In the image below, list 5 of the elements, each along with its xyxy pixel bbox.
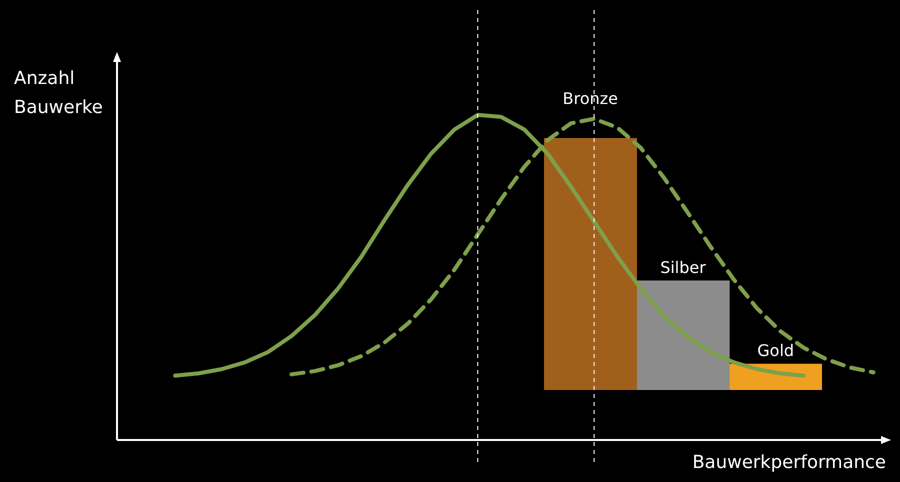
y-axis-title: Anzahl Bauwerke <box>14 67 103 120</box>
series-label: Gold <box>757 341 794 360</box>
x-axis-title: Bauwerkperformance <box>692 452 886 473</box>
series-label: Silber <box>660 258 706 278</box>
series-label: Bronze <box>562 89 618 108</box>
